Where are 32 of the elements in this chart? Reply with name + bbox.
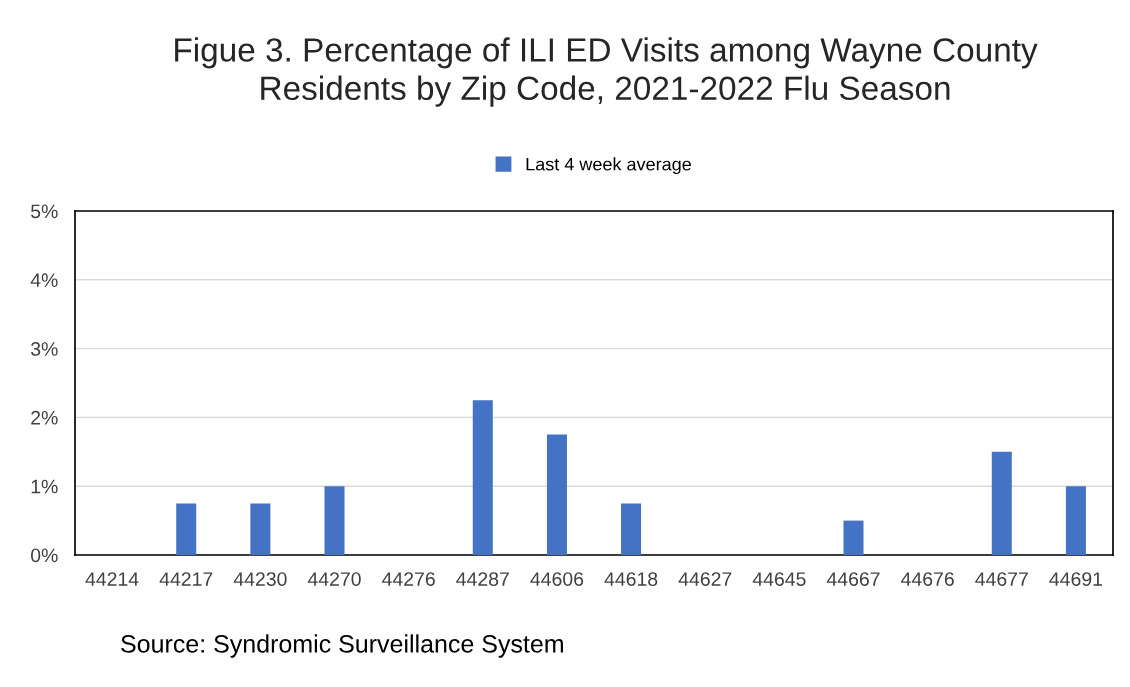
- x-tick-label: 44618: [604, 572, 658, 586]
- x-tick-label: 44645: [752, 572, 806, 586]
- x-tick-label: 44270: [307, 572, 361, 586]
- y-tick-label: 1%: [31, 479, 58, 494]
- x-tick-label: 44276: [382, 572, 435, 586]
- bar: [472, 400, 493, 555]
- bar: [991, 451, 1012, 555]
- x-tick-label: 44217: [159, 572, 213, 586]
- x-tick-label: 44676: [901, 572, 954, 586]
- y-tick-label: 0%: [30, 548, 58, 563]
- x-tick-label: 44667: [826, 572, 880, 586]
- x-tick-label: 44627: [678, 572, 732, 586]
- bar: [843, 520, 864, 555]
- source-note: Source: Syndromic Surveillance System: [121, 634, 563, 658]
- legend-label: Last 4 week average: [526, 157, 691, 175]
- x-tick-label: 44677: [975, 572, 1028, 586]
- x-tick-label: 44691: [1049, 572, 1103, 586]
- bar: [546, 434, 567, 555]
- bar: [324, 486, 345, 555]
- y-tick-label: 4%: [30, 273, 58, 287]
- bar: [250, 503, 271, 555]
- x-tick-label: 44214: [85, 572, 139, 586]
- chart-title: Figue 3. Percentage of ILI ED Visits among Wayne County Residents by Zip Code, 2021-2022 Flu Season: [175, 37, 1038, 107]
- y-tick-label: 2%: [31, 410, 58, 425]
- x-tick-label: 44287: [456, 572, 509, 586]
- x-tick-label: 44230: [233, 572, 287, 586]
- bar: [176, 503, 197, 555]
- bar: [621, 503, 642, 555]
- y-tick-label: 5%: [31, 204, 58, 219]
- x-tick-label: 44606: [530, 572, 584, 586]
- y-tick-label: 3%: [30, 342, 58, 356]
- bar: [1065, 486, 1086, 555]
